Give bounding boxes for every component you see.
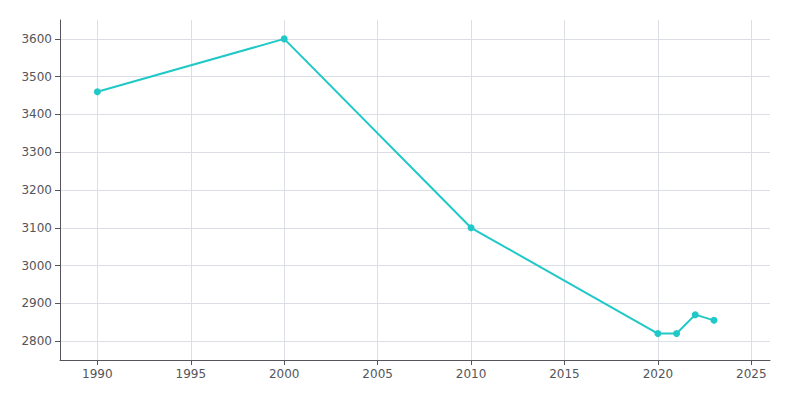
svg-text:3500: 3500	[21, 70, 52, 84]
svg-text:3100: 3100	[21, 221, 52, 235]
svg-text:1990: 1990	[82, 367, 113, 381]
svg-text:2005: 2005	[362, 367, 393, 381]
svg-text:3600: 3600	[21, 32, 52, 46]
svg-text:2900: 2900	[21, 296, 52, 310]
svg-text:1995: 1995	[176, 367, 207, 381]
svg-text:2000: 2000	[269, 367, 300, 381]
svg-text:3300: 3300	[21, 145, 52, 159]
svg-text:3400: 3400	[21, 107, 52, 121]
svg-text:2015: 2015	[549, 367, 580, 381]
svg-text:3200: 3200	[21, 183, 52, 197]
svg-text:2800: 2800	[21, 334, 52, 348]
svg-text:2025: 2025	[736, 367, 767, 381]
svg-text:3000: 3000	[21, 259, 52, 273]
svg-text:2020: 2020	[643, 367, 674, 381]
svg-text:2010: 2010	[456, 367, 487, 381]
